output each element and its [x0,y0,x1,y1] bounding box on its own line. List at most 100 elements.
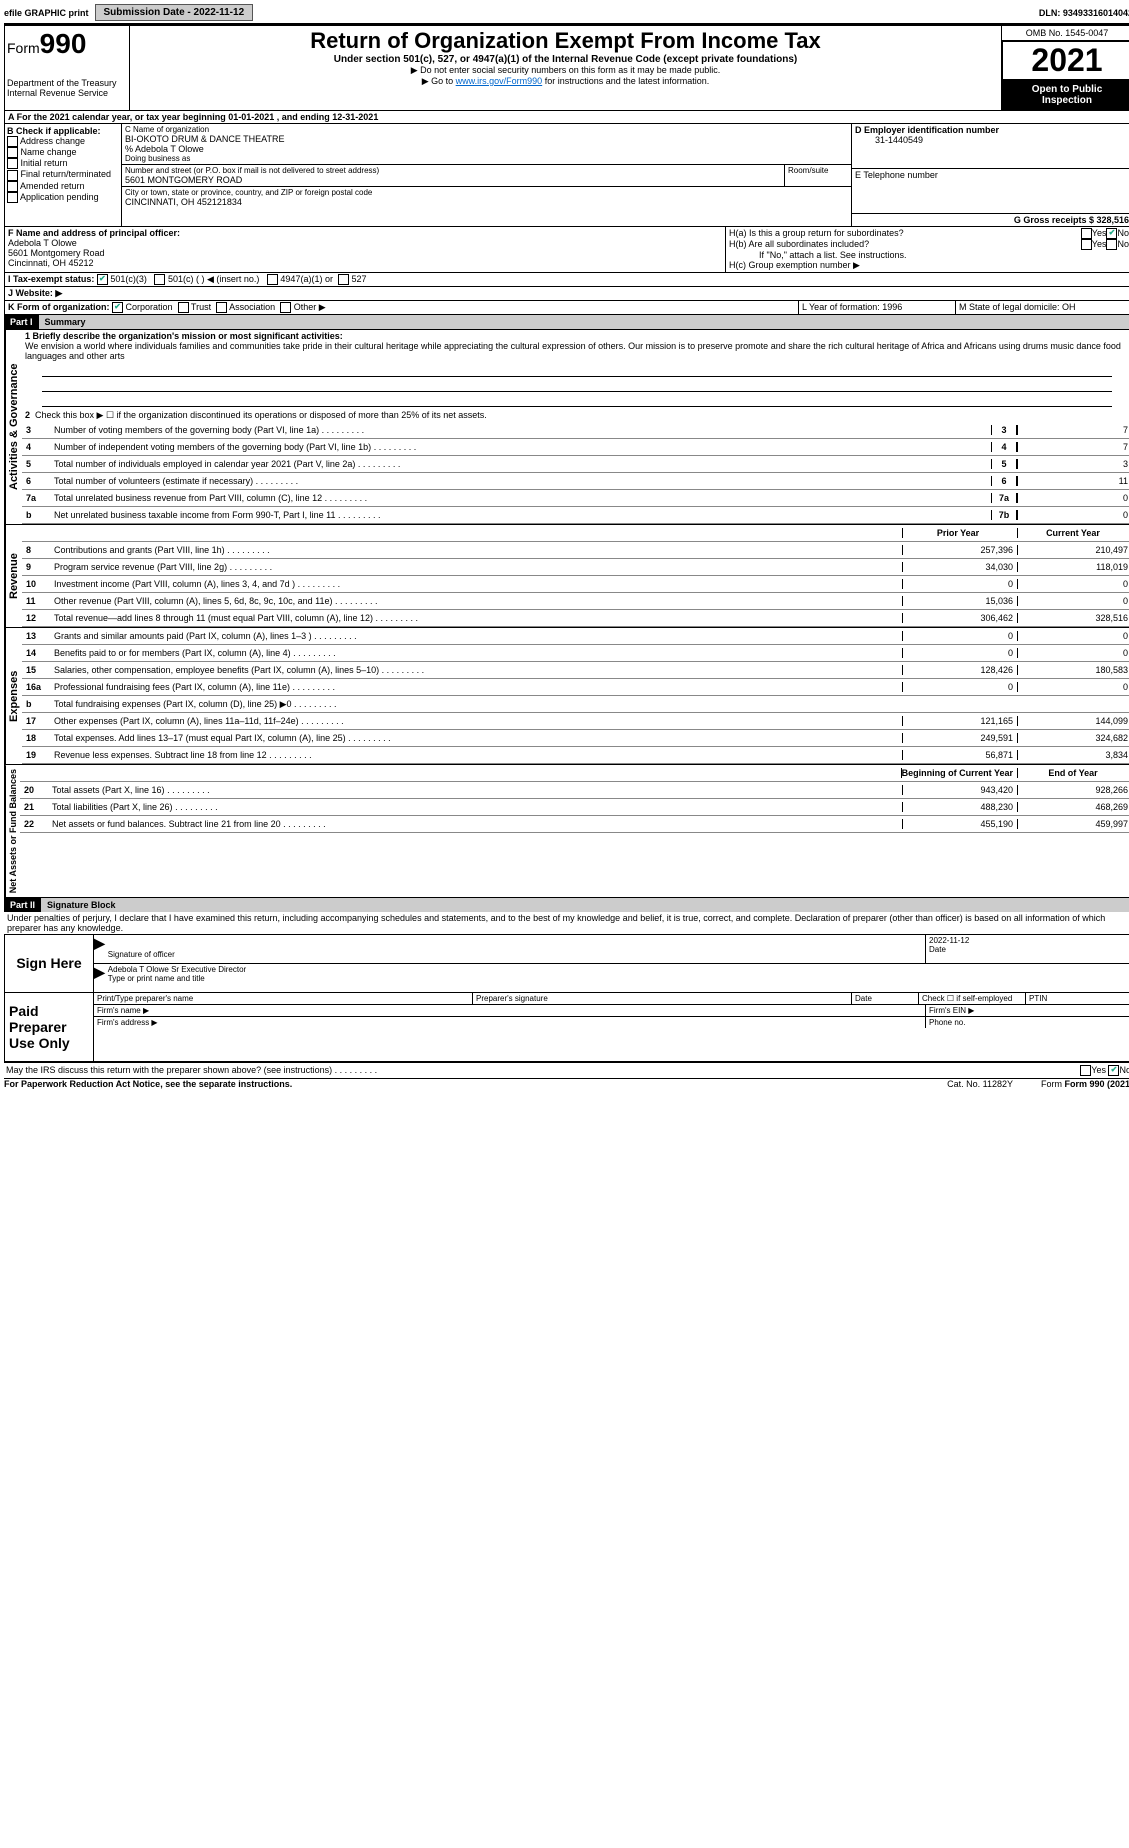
h-note: If "No," attach a list. See instructions… [729,250,1129,260]
part2-header: Part II [4,898,41,912]
note-ssn: ▶ Do not enter social security numbers o… [132,65,999,76]
gov-line: 5Total number of individuals employed in… [22,456,1129,473]
open-inspection: Open to Public Inspection [1002,80,1129,110]
data-line: 17Other expenses (Part IX, column (A), l… [22,713,1129,730]
col-end: End of Year [1017,768,1129,778]
form-subtitle: Under section 501(c), 527, or 4947(a)(1)… [132,54,999,65]
col-begin: Beginning of Current Year [901,768,1017,778]
data-line: 13Grants and similar amounts paid (Part … [22,628,1129,645]
irs-link[interactable]: www.irs.gov/Form990 [456,76,543,86]
gov-line: bNet unrelated business taxable income f… [22,507,1129,524]
date-label: Date [929,945,946,954]
q2-label: Check this box ▶ ☐ if the organization d… [35,410,487,420]
signature-block: Sign Here ▶ Signature of officer 2022-11… [4,934,1129,1062]
ein-label: D Employer identification number [855,125,1129,135]
sidebar-revenue: Revenue [5,525,22,627]
firm-phone: Phone no. [926,1017,1129,1028]
dln-label: DLN: 93493316014042 [1039,8,1129,18]
prep-name: Print/Type preparer's name [94,993,473,1004]
gov-line: 3Number of voting members of the governi… [22,422,1129,439]
declaration: Under penalties of perjury, I declare th… [4,912,1129,934]
tax-period: A For the 2021 calendar year, or tax yea… [5,111,1129,124]
data-line: 9Program service revenue (Part VIII, lin… [22,559,1129,576]
officer-city: Cincinnati, OH 45212 [8,258,94,268]
col-prior: Prior Year [902,528,1017,538]
box-k: K Form of organization: ✔ Corporation Tr… [5,301,799,314]
prep-date: Date [852,993,919,1004]
form-label: Form990 [7,28,127,60]
sig-date: 2022-11-12 [929,936,1129,945]
box-f: F Name and address of principal officer:… [5,227,726,272]
part2-header-row: Part II Signature Block [4,898,1129,912]
gov-line: 7aTotal unrelated business revenue from … [22,490,1129,507]
check-self: Check ☐ if self-employed [919,993,1026,1004]
data-line: 20Total assets (Part X, line 16)943,4209… [20,782,1129,799]
data-line: 19Revenue less expenses. Subtract line 1… [22,747,1129,764]
gross-receipts: G Gross receipts $ 328,516 [852,214,1129,226]
form-footer: Form 990 (2021) [1064,1079,1129,1089]
data-line: 21Total liabilities (Part X, line 26)488… [20,799,1129,816]
cat-no: Cat. No. 11282Y [947,1079,1013,1089]
sign-here: Sign Here [5,935,94,992]
firm-ein: Firm's EIN ▶ [926,1005,1129,1016]
part1-title: Summary [39,315,1129,329]
officer-street: 5601 Montgomery Road [8,248,105,258]
ein-value: 31-1440549 [855,135,1129,145]
part2-title: Signature Block [41,898,1129,912]
box-deg: D Employer identification number 31-1440… [852,124,1129,226]
street: 5601 MONTGOMERY ROAD [125,175,781,185]
col-current: Current Year [1017,528,1129,538]
room-label: Room/suite [788,166,848,175]
care-of: % Adebola T Olowe [125,144,848,154]
part1-header-row: Part I Summary [4,315,1129,329]
box-h: H(a) Is this a group return for subordin… [726,227,1129,272]
form-header: Form990 Department of the Treasury Inter… [4,25,1129,315]
discuss-row: May the IRS discuss this return with the… [4,1062,1129,1079]
check-address: Address change [7,136,119,147]
omb-label: OMB No. 1545-0047 [1002,26,1129,41]
top-bar: efile GRAPHIC print Submission Date - 20… [4,4,1129,25]
data-line: 22Net assets or fund balances. Subtract … [20,816,1129,833]
form-title: Return of Organization Exempt From Incom… [132,28,999,54]
gov-line: 6Total number of volunteers (estimate if… [22,473,1129,490]
submission-date-button[interactable]: Submission Date - 2022-11-12 [95,4,254,21]
data-line: 18Total expenses. Add lines 13–17 (must … [22,730,1129,747]
mission-text: We envision a world where individuals fa… [25,341,1121,361]
paperwork-notice: For Paperwork Reduction Act Notice, see … [4,1079,947,1089]
data-line: 10Investment income (Part VIII, column (… [22,576,1129,593]
data-line: 11Other revenue (Part VIII, column (A), … [22,593,1129,610]
sidebar-governance: Activities & Governance [5,330,22,524]
part1-header: Part I [4,315,39,329]
phone-label: E Telephone number [855,170,1129,180]
firm-name: Firm's name ▶ [94,1005,926,1016]
data-line: bTotal fundraising expenses (Part IX, co… [22,696,1129,713]
officer-name: Adebola T Olowe [8,238,77,248]
tax-year: 2021 [1002,41,1129,80]
sidebar-expenses: Expenses [5,628,22,764]
q1-label: 1 Briefly describe the organization's mi… [25,331,343,341]
box-l: L Year of formation: 1996 [799,301,956,314]
data-line: 15Salaries, other compensation, employee… [22,662,1129,679]
check-initial: Initial return [7,158,119,169]
sidebar-netassets: Net Assets or Fund Balances [5,765,20,897]
dept-label: Department of the Treasury [7,78,127,88]
box-i: I Tax-exempt status: ✔ 501(c)(3) 501(c) … [5,273,1129,286]
irs-label: Internal Revenue Service [7,88,127,98]
city: CINCINNATI, OH 452121834 [125,197,848,207]
street-label: Number and street (or P.O. box if mail i… [125,166,781,175]
dba-label: Doing business as [125,154,848,163]
org-name-label: C Name of organization [125,125,848,134]
data-line: 12Total revenue—add lines 8 through 11 (… [22,610,1129,627]
box-j: J Website: ▶ [5,287,1129,301]
paid-preparer: Paid Preparer Use Only [5,993,94,1061]
check-name: Name change [7,147,119,158]
efile-label: efile GRAPHIC print [4,8,89,18]
check-amended: Amended return [7,181,119,192]
org-name: BI-OKOTO DRUM & DANCE THEATRE [125,134,848,144]
city-label: City or town, state or province, country… [125,188,848,197]
box-m: M State of legal domicile: OH [956,301,1129,314]
part1-body: Activities & Governance 1 Briefly descri… [4,329,1129,898]
box-b: B Check if applicable: Address change Na… [5,124,122,226]
firm-addr: Firm's address ▶ [94,1017,926,1028]
box-b-title: B Check if applicable: [7,126,119,136]
